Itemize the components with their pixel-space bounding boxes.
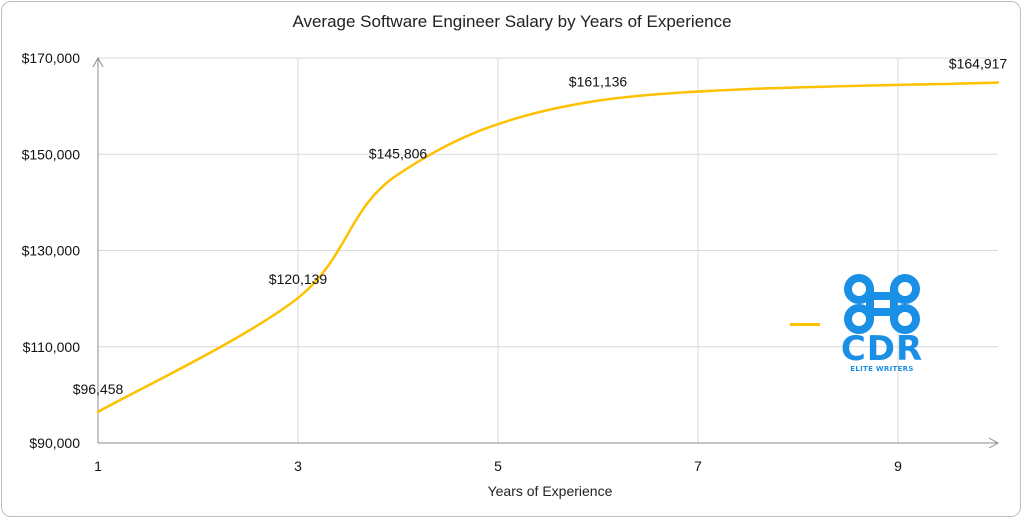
- data-label: $96,458: [73, 381, 124, 397]
- y-tick-label: $110,000: [23, 339, 81, 355]
- x-tick-label: 9: [894, 458, 902, 474]
- cdr-logo: CDR ELITE WRITERS: [834, 274, 930, 378]
- command-icon: [844, 274, 920, 334]
- x-axis-arrow: [988, 437, 1000, 449]
- data-labels: $96,458 $120,139 $145,806 $161,136 $164,917: [73, 55, 1008, 396]
- x-tick-label: 7: [694, 458, 702, 474]
- series-line: [96, 81, 1000, 414]
- axes: $90,000 $110,000 $130,000 $150,000 $170,000 1…: [22, 50, 1000, 474]
- x-tick-label: 5: [494, 458, 502, 474]
- x-tick-label: 3: [294, 458, 302, 474]
- chart-title: Average Software Engineer Salary by Year…: [292, 12, 732, 31]
- y-tick-label: $150,000: [22, 146, 81, 162]
- series: [96, 81, 1000, 414]
- data-label: $164,917: [949, 55, 1008, 71]
- data-label: $145,806: [369, 145, 428, 161]
- y-tick-label: $170,000: [22, 50, 81, 66]
- y-tick-label: $90,000: [29, 435, 80, 451]
- x-axis-title: Years of Experience: [487, 483, 613, 499]
- y-tick-label: $130,000: [22, 243, 81, 259]
- legend-swatch: [790, 323, 820, 326]
- data-label: $161,136: [569, 74, 628, 90]
- y-axis-arrow: [92, 56, 104, 68]
- gridlines: [98, 57, 998, 443]
- logo-text: CDR: [840, 329, 924, 369]
- logo-subtext: ELITE WRITERS: [850, 365, 914, 373]
- data-label: $120,139: [269, 271, 328, 287]
- x-tick-label: 1: [94, 458, 102, 474]
